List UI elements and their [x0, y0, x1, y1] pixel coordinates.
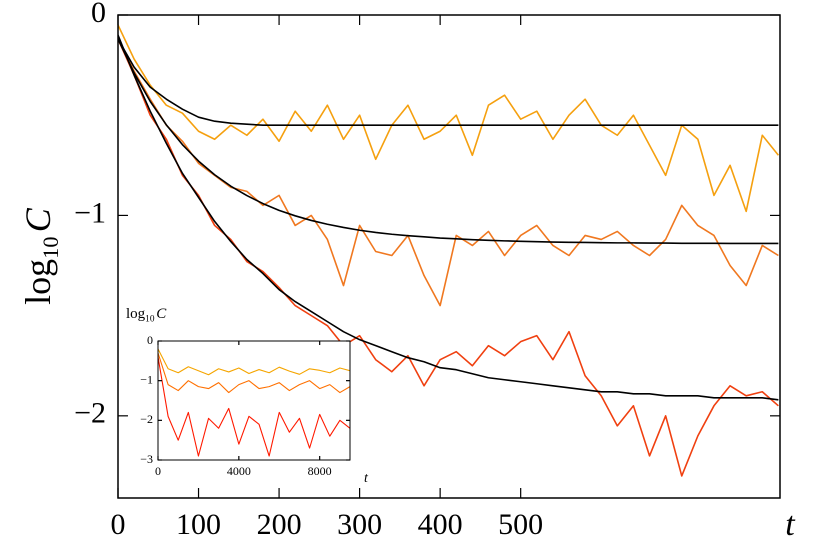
- y-tick-label: −3: [140, 452, 153, 466]
- x-tick-label: 400: [418, 508, 463, 541]
- series-group: [158, 348, 350, 457]
- x-axis-label: t: [364, 471, 369, 486]
- series-group: [118, 24, 780, 477]
- y-tick-label: −2: [140, 412, 153, 426]
- plot-area: [158, 341, 350, 460]
- x-tick-label: 100: [176, 508, 221, 541]
- y-tick-label: −1: [74, 196, 106, 229]
- series-line: [118, 38, 779, 307]
- series-line: [158, 356, 350, 457]
- x-axis-label: t: [785, 506, 796, 543]
- y-axis-label: log10 C: [18, 207, 63, 305]
- y-label-var: C: [156, 306, 167, 322]
- series-line: [118, 38, 779, 127]
- y-label-log: log: [18, 259, 58, 305]
- y-label-sub: 10: [38, 237, 63, 259]
- plot-frame: [157, 340, 351, 461]
- y-tick-label: −2: [74, 397, 106, 430]
- series-line: [158, 348, 350, 376]
- series-line: [118, 24, 780, 213]
- x-tick-label: 500: [498, 508, 543, 541]
- y-tick-label: 0: [91, 0, 106, 29]
- x-tick-label: 300: [337, 508, 382, 541]
- x-tick-label: 4000: [227, 464, 251, 478]
- y-tick-label: 0: [147, 333, 153, 347]
- x-tick-label: 0: [155, 464, 161, 478]
- plot-frame: [117, 14, 781, 499]
- x-tick-label: 200: [257, 508, 302, 541]
- series-line: [158, 352, 350, 394]
- x-tick-label: 0: [111, 508, 126, 541]
- series-line: [118, 38, 779, 245]
- y-label-var: C: [18, 207, 58, 232]
- y-tick-label: −1: [140, 372, 153, 386]
- x-tick-label: 8000: [308, 464, 332, 478]
- y-label-sub: 10: [145, 315, 155, 325]
- series-line: [118, 34, 779, 401]
- y-label-log: log: [126, 306, 146, 322]
